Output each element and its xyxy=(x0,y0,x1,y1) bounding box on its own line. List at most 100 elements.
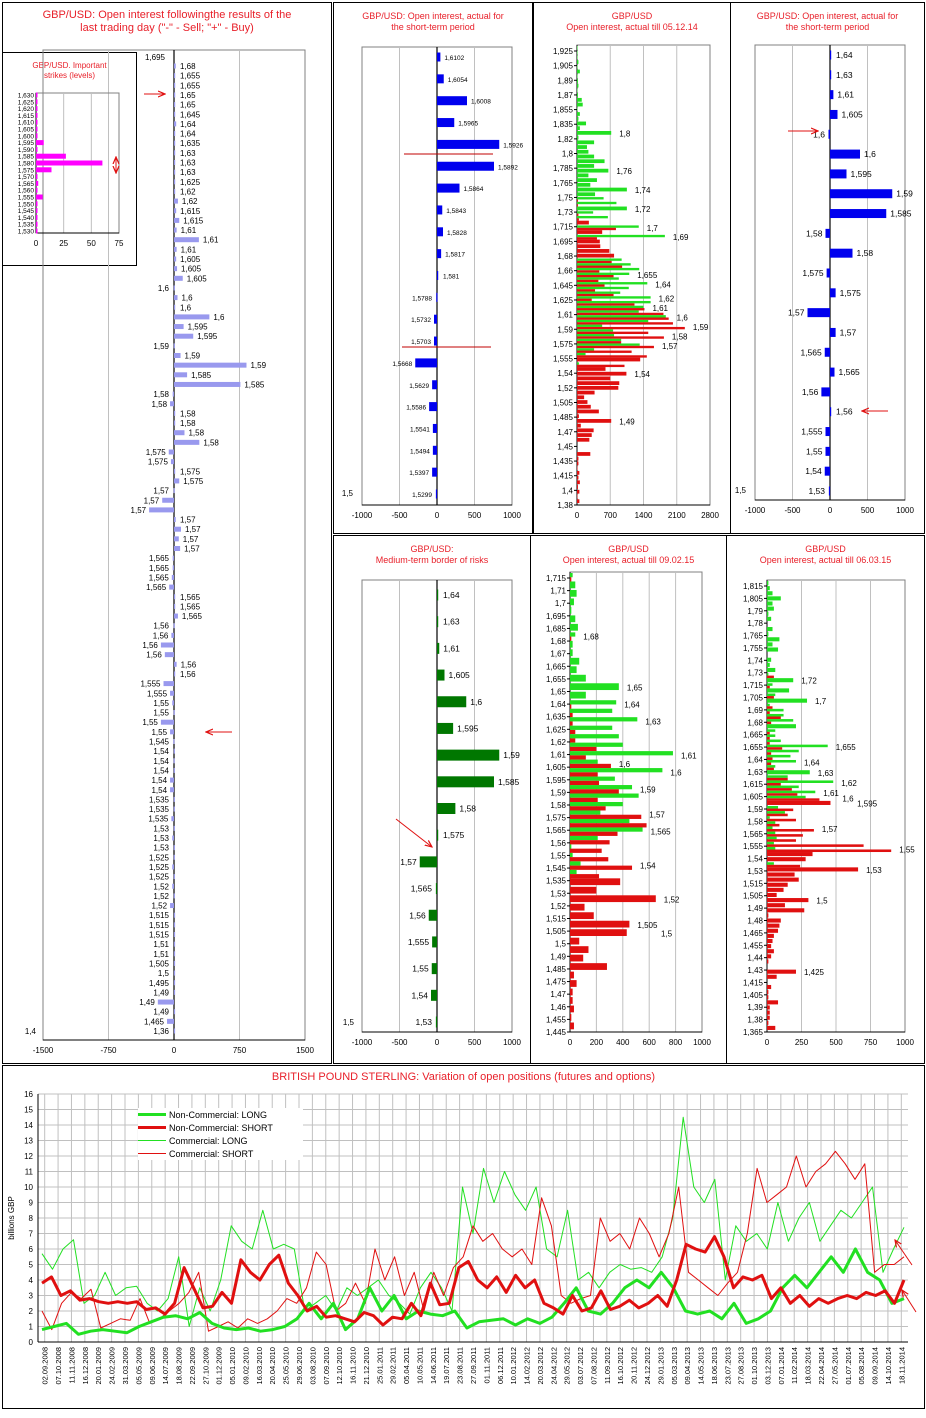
y-tick-label: 1,475 xyxy=(546,978,567,987)
bar-long xyxy=(767,642,773,647)
x-tick-label: 1000 xyxy=(896,506,914,515)
bar-label: 1,6 xyxy=(670,768,682,777)
y-tick-label: 1,505 xyxy=(546,927,567,936)
bar xyxy=(36,92,38,98)
bar-label: 1,59 xyxy=(153,342,169,351)
x-tick-label: 19.07.2011 xyxy=(442,1347,451,1384)
panel-title: GBP/USD. Important strikes (levels) xyxy=(3,61,136,81)
bar xyxy=(164,652,174,658)
bar-short xyxy=(577,390,595,395)
bar xyxy=(174,140,176,146)
bar-label: 1,5 xyxy=(816,897,828,906)
bar-label: 1,54 xyxy=(153,757,169,766)
y-tick-label: 1,59 xyxy=(557,325,573,334)
bar-label: 1,515 xyxy=(149,921,170,930)
bar xyxy=(437,205,443,215)
bar xyxy=(174,295,178,301)
bar-short xyxy=(767,995,769,1000)
bar-short xyxy=(570,1005,574,1013)
bar-label: 1,6 xyxy=(813,129,825,139)
bar xyxy=(825,228,830,238)
bar-short xyxy=(577,199,578,202)
bar-label: 1,555 xyxy=(147,689,168,698)
y-tick-label: 1,530 xyxy=(18,229,35,236)
y-tick-label: 1,560 xyxy=(18,188,35,195)
bar-long xyxy=(577,83,579,88)
bar-long xyxy=(577,140,595,145)
bar-short xyxy=(767,898,809,903)
bar-short xyxy=(570,1014,572,1021)
x-tick-label: 25 xyxy=(59,239,68,248)
x-tick-label: 03.12.2013 xyxy=(763,1347,772,1385)
arrow-up-left-icon xyxy=(902,1290,917,1313)
bar-short xyxy=(767,867,859,872)
legend-item: Commercial: LONG xyxy=(138,1134,303,1147)
bar-short xyxy=(570,636,572,641)
bar-long xyxy=(570,793,639,798)
bar xyxy=(824,466,830,476)
bar-short xyxy=(767,954,772,959)
panel-title: GBP/USD: Medium-term border of risks xyxy=(334,544,530,566)
bar xyxy=(174,439,200,445)
x-tick-label: 29.01.2013 xyxy=(656,1347,665,1385)
x-tick-label: 0 xyxy=(575,511,580,520)
bar-long xyxy=(570,725,613,730)
x-tick-label: 2100 xyxy=(668,511,686,520)
bar-label: 1,565 xyxy=(651,828,672,837)
bar-label: 1,5864 xyxy=(464,186,484,193)
bar-short xyxy=(577,364,625,368)
bar-short xyxy=(767,782,781,786)
y-tick-label: 1,755 xyxy=(743,644,764,653)
bar-short xyxy=(767,892,777,898)
x-tick-label: 600 xyxy=(643,1038,657,1047)
bar-long xyxy=(767,739,781,743)
x-tick-label: -500 xyxy=(391,1038,408,1047)
bar xyxy=(36,228,38,234)
bar-label: 1,74 xyxy=(635,186,651,195)
bar-label: 1,565 xyxy=(800,347,822,357)
bar xyxy=(437,52,441,62)
y-tick-label: 1,555 xyxy=(18,195,35,202)
y-tick-label: 1,49 xyxy=(550,952,566,961)
bar xyxy=(432,380,437,390)
x-tick-label: -1000 xyxy=(352,1038,373,1047)
y-tick-label: 13 xyxy=(24,1137,33,1146)
y-tick-label: 1,74 xyxy=(747,656,763,665)
bar xyxy=(170,690,174,696)
x-tick-label: 750 xyxy=(233,1046,247,1055)
bar-long xyxy=(570,691,586,699)
y-tick-label: 1,68 xyxy=(747,718,763,727)
bar-label: 1,58 xyxy=(857,248,874,258)
panel-title: GBP/USD: Open interest, actual for the sh… xyxy=(731,11,924,33)
y-tick-label: 7 xyxy=(29,1230,34,1239)
y-tick-label: 1,715 xyxy=(546,574,567,583)
bar-long xyxy=(577,97,582,102)
bar-label: 1,5843 xyxy=(446,208,466,215)
bar-long xyxy=(577,305,644,309)
bar-short xyxy=(577,284,605,287)
bar xyxy=(167,1018,174,1024)
y-tick-label: 3 xyxy=(29,1292,34,1301)
bar xyxy=(173,796,175,802)
x-tick-label: 2800 xyxy=(701,511,719,520)
x-tick-label: 27.08.2013 xyxy=(737,1347,746,1385)
bar-label: 1,61 xyxy=(652,304,668,313)
bar-label: 1,585 xyxy=(498,777,520,787)
bar-long xyxy=(767,693,776,697)
bar xyxy=(174,517,176,523)
bar-label: 1,575 xyxy=(180,467,201,476)
bar-long xyxy=(570,869,577,875)
y-tick-label: 2 xyxy=(29,1307,34,1316)
bar-label: 1,65 xyxy=(180,101,196,110)
bar-short xyxy=(570,997,573,1004)
bar-short xyxy=(767,762,772,766)
bar xyxy=(830,50,832,60)
bar-label: 1,6 xyxy=(864,149,876,159)
bar-label: 1,55 xyxy=(412,964,429,974)
bar-label: 1,63 xyxy=(180,149,196,158)
bar xyxy=(825,446,830,456)
bar xyxy=(173,739,175,744)
y-tick-label: 5 xyxy=(29,1261,34,1270)
bar-label: 1,58 xyxy=(672,332,688,341)
bar-long xyxy=(570,768,663,773)
